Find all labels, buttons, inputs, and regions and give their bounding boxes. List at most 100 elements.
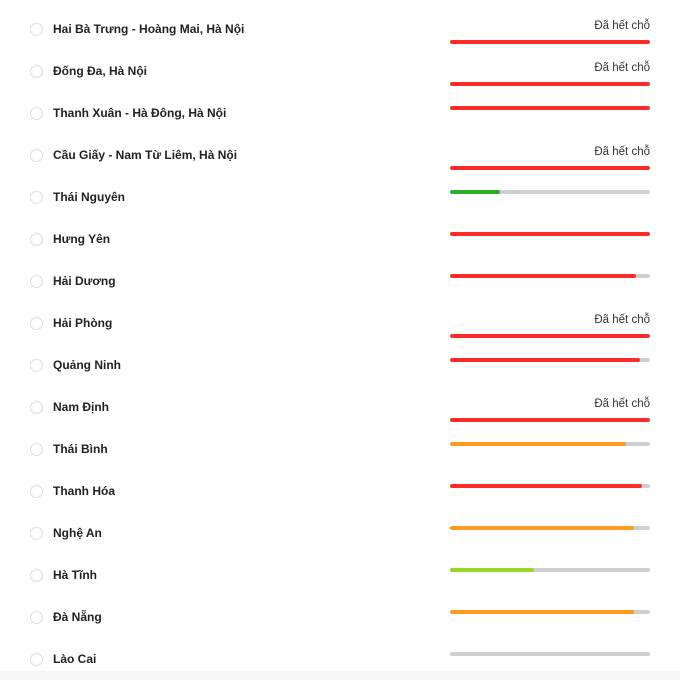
location-right [410, 482, 650, 488]
capacity-bar-track [450, 358, 650, 362]
location-left: Nam Định [30, 398, 410, 414]
location-radio[interactable] [30, 317, 43, 330]
location-row: Quảng Ninh [30, 356, 650, 386]
location-right [410, 566, 650, 572]
location-left: Hai Bà Trưng - Hoàng Mai, Hà Nội [30, 20, 410, 36]
location-left: Thanh Hóa [30, 482, 410, 498]
location-left: Hà Tĩnh [30, 566, 410, 582]
location-right [410, 104, 650, 110]
location-left: Đà Nẵng [30, 608, 410, 624]
capacity-bar-fill [450, 274, 636, 278]
location-row: Nam Định Đã hết chỗ [30, 398, 650, 428]
location-list: Hai Bà Trưng - Hoàng Mai, Hà Nội Đã hết c… [0, 0, 680, 671]
capacity-bar-track [450, 82, 650, 86]
location-radio[interactable] [30, 275, 43, 288]
location-row: Nghệ An [30, 524, 650, 554]
capacity-bar-fill [450, 526, 634, 530]
location-row: Thanh Xuân - Hà Đông, Hà Nội [30, 104, 650, 134]
location-right: Đã hết chỗ [410, 62, 650, 86]
capacity-bar-track [450, 274, 650, 278]
location-right [410, 356, 650, 362]
location-radio[interactable] [30, 527, 43, 540]
location-label[interactable]: Hưng Yên [53, 232, 110, 246]
location-label[interactable]: Nam Định [53, 400, 109, 414]
status-text: Đã hết chỗ [594, 314, 650, 326]
location-radio[interactable] [30, 65, 43, 78]
location-label[interactable]: Thái Bình [53, 442, 108, 456]
location-left: Nghệ An [30, 524, 410, 540]
location-row: Đà Nẵng [30, 608, 650, 638]
location-row: Hai Bà Trưng - Hoàng Mai, Hà Nội Đã hết c… [30, 20, 650, 50]
capacity-bar-fill [450, 334, 650, 338]
capacity-bar-track [450, 568, 650, 572]
location-label[interactable]: Đà Nẵng [53, 610, 102, 624]
capacity-bar-fill [450, 484, 642, 488]
location-radio[interactable] [30, 359, 43, 372]
location-row: Thái Bình [30, 440, 650, 470]
location-right [410, 188, 650, 194]
location-label[interactable]: Thanh Xuân - Hà Đông, Hà Nội [53, 106, 226, 120]
location-radio[interactable] [30, 233, 43, 246]
location-label[interactable]: Quảng Ninh [53, 358, 121, 372]
location-radio[interactable] [30, 149, 43, 162]
location-left: Thái Nguyên [30, 188, 410, 204]
location-row: Thái Nguyên [30, 188, 650, 218]
location-label[interactable]: Hai Bà Trưng - Hoàng Mai, Hà Nội [53, 22, 244, 36]
capacity-bar-fill [450, 190, 500, 194]
location-row: Hải Phòng Đã hết chỗ [30, 314, 650, 344]
location-row: Cầu Giấy - Nam Từ Liêm, Hà Nội Đã hết chỗ [30, 146, 650, 176]
capacity-bar-fill [450, 568, 534, 572]
location-radio[interactable] [30, 569, 43, 582]
location-radio[interactable] [30, 653, 43, 666]
capacity-bar-track [450, 610, 650, 614]
location-label[interactable]: Nghệ An [53, 526, 102, 540]
location-row: Hải Dương [30, 272, 650, 302]
location-left: Quảng Ninh [30, 356, 410, 372]
location-label[interactable]: Thái Nguyên [53, 190, 125, 204]
capacity-bar-fill [450, 610, 634, 614]
location-radio[interactable] [30, 443, 43, 456]
location-right [410, 230, 650, 236]
location-radio[interactable] [30, 401, 43, 414]
location-left: Hải Dương [30, 272, 410, 288]
status-text: Đã hết chỗ [594, 62, 650, 74]
capacity-bar-track [450, 334, 650, 338]
capacity-bar-track [450, 106, 650, 110]
capacity-bar-track [450, 40, 650, 44]
location-radio[interactable] [30, 611, 43, 624]
location-label[interactable]: Hà Tĩnh [53, 568, 97, 582]
location-row: Hưng Yên [30, 230, 650, 260]
location-label[interactable]: Thanh Hóa [53, 484, 115, 498]
location-row: Hà Tĩnh [30, 566, 650, 596]
location-label[interactable]: Cầu Giấy - Nam Từ Liêm, Hà Nội [53, 148, 237, 162]
status-text: Đã hết chỗ [594, 20, 650, 32]
location-label[interactable]: Hải Phòng [53, 316, 112, 330]
location-right: Đã hết chỗ [410, 314, 650, 338]
capacity-bar-fill [450, 358, 640, 362]
location-left: Hải Phòng [30, 314, 410, 330]
location-label[interactable]: Hải Dương [53, 274, 116, 288]
location-radio[interactable] [30, 107, 43, 120]
capacity-bar-fill [450, 82, 650, 86]
location-right [410, 524, 650, 530]
location-right: Đã hết chỗ [410, 146, 650, 170]
capacity-bar-track [450, 190, 650, 194]
location-label[interactable]: Đống Đa, Hà Nội [53, 64, 147, 78]
location-row: Đống Đa, Hà Nội Đã hết chỗ [30, 62, 650, 92]
location-label[interactable]: Lào Cai [53, 652, 96, 666]
location-left: Đống Đa, Hà Nội [30, 62, 410, 78]
location-radio[interactable] [30, 23, 43, 36]
location-radio[interactable] [30, 191, 43, 204]
location-right [410, 650, 650, 656]
capacity-bar-track [450, 418, 650, 422]
location-radio[interactable] [30, 485, 43, 498]
capacity-bar-fill [450, 232, 650, 236]
location-right: Đã hết chỗ [410, 20, 650, 44]
location-left: Thái Bình [30, 440, 410, 456]
location-left: Lào Cai [30, 650, 410, 666]
capacity-bar-fill [450, 442, 626, 446]
capacity-bar-track [450, 166, 650, 170]
capacity-bar-track [450, 442, 650, 446]
status-text: Đã hết chỗ [594, 398, 650, 410]
location-row: Thanh Hóa [30, 482, 650, 512]
